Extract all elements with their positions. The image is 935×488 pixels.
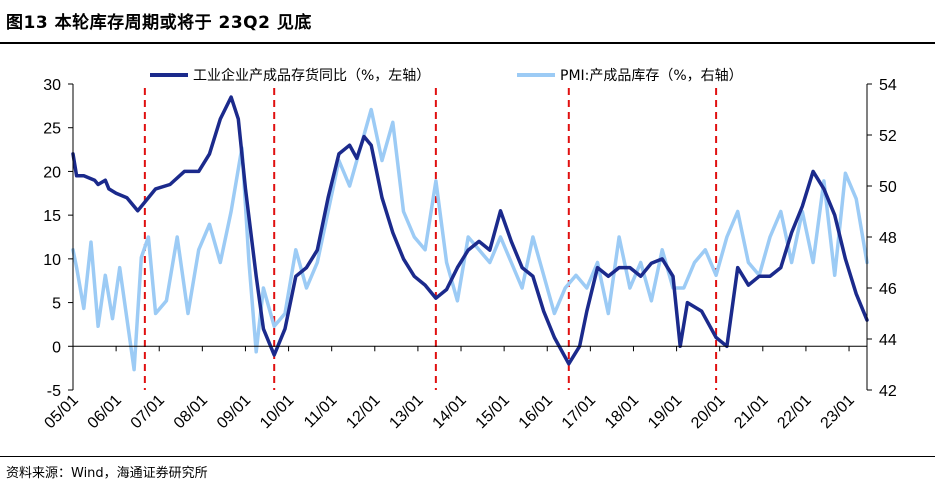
x-tick-label: 19/01 [645, 392, 685, 432]
y-left-tick-label: 5 [52, 296, 61, 313]
legend-label-right: PMI:产成品库存（%，右轴） [560, 68, 743, 84]
x-tick-label: 20/01 [688, 392, 728, 432]
legend: 工业企业产成品存货同比（%，左轴） PMI:产成品库存（%，右轴） [150, 67, 743, 84]
x-tick-label: 11/01 [301, 392, 341, 432]
x-tick-label: 23/01 [818, 392, 858, 432]
x-tick-label: 09/01 [214, 392, 254, 432]
y-left-tick-label: 30 [43, 77, 61, 94]
y-left-tick-label: -5 [47, 383, 61, 400]
y-right-tick-label: 48 [879, 230, 897, 247]
y-left-tick-label: 10 [43, 252, 61, 269]
chart-title: 图13 本轮库存周期或将于 23Q2 见底 [6, 13, 312, 33]
y-right-tick-label: 52 [879, 128, 897, 145]
title-rule [0, 42, 935, 44]
x-tick-label: 21/01 [731, 392, 771, 432]
y-right-tick-label: 42 [879, 383, 897, 400]
bottom-markers [143, 88, 718, 390]
x-tick-label: 12/01 [343, 392, 383, 432]
source-note: 资料来源：Wind，海通证券研究所 [6, 466, 208, 481]
x-tick-label: 16/01 [516, 392, 556, 432]
x-tick-label: 15/01 [473, 392, 513, 432]
x-tick-label: 14/01 [430, 392, 470, 432]
legend-label-left: 工业企业产成品存货同比（%，左轴） [193, 67, 430, 84]
y-right-tick-label: 50 [879, 179, 897, 196]
x-tick-label: 13/01 [386, 392, 426, 432]
series-right-line [71, 107, 869, 372]
x-tick-label: 22/01 [774, 392, 814, 432]
y-right-tick-label: 44 [879, 332, 897, 349]
x-tick-label: 10/01 [257, 392, 297, 432]
x-tick-label: 07/01 [128, 392, 168, 432]
y-left-tick-label: 0 [52, 339, 61, 356]
source-rule [0, 456, 935, 457]
y-left-tick-label: 20 [43, 164, 61, 181]
x-tick-label: 08/01 [171, 392, 211, 432]
series-left-line [71, 95, 869, 366]
x-tick-label: 06/01 [85, 392, 125, 432]
y-right-tick-label: 46 [879, 281, 897, 298]
y-left-tick-label: 15 [43, 208, 61, 225]
series-right [71, 107, 869, 372]
series-left [71, 95, 869, 366]
y-right-tick-label: 54 [879, 77, 897, 94]
x-tick-label: 17/01 [559, 392, 599, 432]
x-tick-label: 18/01 [602, 392, 642, 432]
y-left-tick-label: 25 [43, 121, 61, 138]
